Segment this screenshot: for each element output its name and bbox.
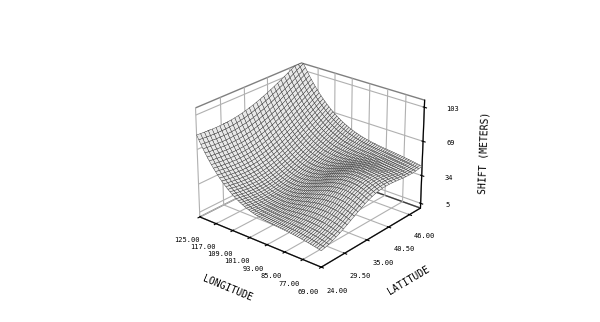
Y-axis label: LATITUDE: LATITUDE <box>386 264 431 297</box>
X-axis label: LONGITUDE: LONGITUDE <box>202 274 254 303</box>
